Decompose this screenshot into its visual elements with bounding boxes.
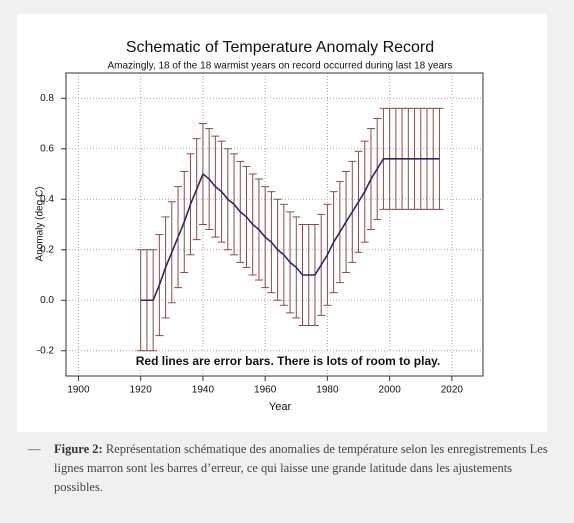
chart: Schematic of Temperature Anomaly Record … bbox=[35, 39, 484, 413]
x-axis-label: Year bbox=[269, 401, 292, 413]
plot-frame bbox=[65, 72, 484, 377]
y-axis-label: Anomaly (deg C) bbox=[35, 186, 46, 261]
x-tick-label: 2000 bbox=[379, 385, 402, 396]
caption-dash: — bbox=[28, 442, 41, 456]
data-line bbox=[140, 158, 440, 302]
chart-subtitle: Amazingly, 18 of the 18 warmist years on… bbox=[108, 61, 453, 72]
x-tick-label: 1900 bbox=[67, 385, 90, 396]
x-tick-label: 1940 bbox=[192, 385, 215, 396]
x-tick-label: 1920 bbox=[130, 385, 153, 396]
y-tick-label: 0.6 bbox=[40, 143, 54, 154]
annotation-bg bbox=[128, 352, 448, 370]
y-tick-label: -0.2 bbox=[37, 345, 55, 356]
y-tick-label: 0.0 bbox=[40, 295, 54, 306]
caption-label: Figure 2: bbox=[54, 442, 103, 456]
annotation: Red lines are error bars. There is lots … bbox=[136, 354, 441, 368]
chart-title: Schematic of Temperature Anomaly Record bbox=[126, 39, 434, 56]
x-tick-label: 2020 bbox=[441, 385, 464, 396]
caption-text: Représentation schématique des anomalies… bbox=[54, 442, 548, 494]
x-tick-label: 1960 bbox=[254, 385, 277, 396]
x-tick-label: 1980 bbox=[316, 385, 339, 396]
y-tick-label: 0.8 bbox=[40, 93, 54, 104]
caption: — Figure 2: Représentation schématique d… bbox=[28, 440, 548, 497]
caption-body: Figure 2: Représentation schématique des… bbox=[54, 440, 548, 497]
y-tick-label: 0.2 bbox=[40, 244, 54, 255]
y-tick-label: 0.4 bbox=[40, 194, 54, 205]
